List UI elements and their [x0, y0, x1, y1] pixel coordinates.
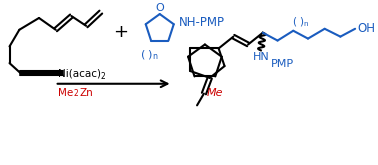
- Text: +: +: [113, 23, 128, 41]
- Text: Zn: Zn: [79, 88, 93, 98]
- Text: PMP: PMP: [271, 59, 294, 69]
- Text: HN: HN: [253, 52, 269, 62]
- Text: $\mathregular{(\ )_n}$: $\mathregular{(\ )_n}$: [140, 49, 158, 62]
- Text: OH: OH: [357, 22, 375, 35]
- Text: Ni(acac): Ni(acac): [57, 69, 101, 79]
- Text: Me: Me: [207, 88, 223, 98]
- Text: 2: 2: [101, 72, 105, 81]
- Text: $\mathregular{(\ )_n}$: $\mathregular{(\ )_n}$: [292, 15, 309, 29]
- Text: Me: Me: [57, 88, 73, 98]
- Text: O: O: [155, 3, 164, 13]
- Text: NH-PMP: NH-PMP: [179, 16, 225, 29]
- Text: 2: 2: [73, 89, 78, 98]
